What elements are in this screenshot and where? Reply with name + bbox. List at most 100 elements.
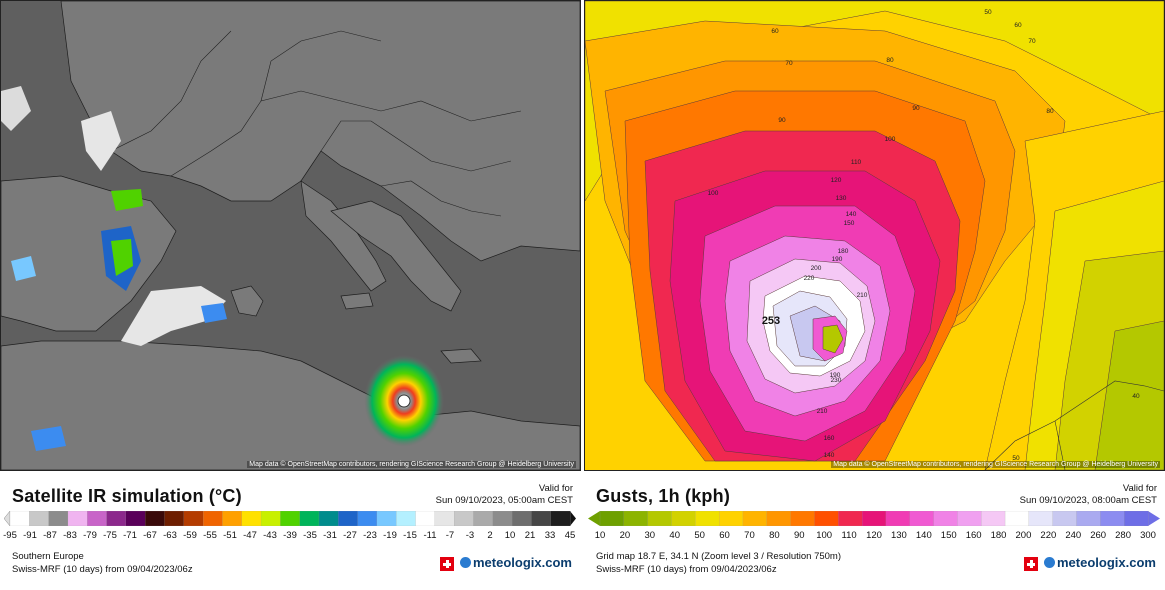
map-attribution: Map data © OpenStreetMap contributors, r… [831, 461, 1160, 468]
scale-swatch [1028, 511, 1054, 526]
scale-tick-label: -75 [103, 530, 117, 541]
isoline-label: 180 [838, 248, 849, 255]
scale-swatch [1004, 511, 1030, 526]
gust-color-scale [588, 511, 1160, 526]
scale-tick-label: -15 [403, 530, 417, 541]
scale-tick-label: 20 [619, 530, 631, 541]
scale-tick-label: -55 [203, 530, 217, 541]
scale-swatch [183, 511, 204, 526]
scale-tick-label: -47 [243, 530, 257, 541]
isoline-label: 190 [830, 372, 841, 379]
map-attribution: Map data © OpenStreetMap contributors, r… [247, 461, 576, 468]
panel-title: Satellite IR simulation (°C) [12, 486, 242, 506]
scale-swatch [790, 511, 816, 526]
scale-swatch [164, 511, 185, 526]
scale-tick-label: 240 [1065, 530, 1082, 541]
isoline-label: 130 [836, 195, 847, 202]
scale-arrow-right [1148, 511, 1160, 526]
scale-swatch [280, 511, 301, 526]
scale-swatch [376, 511, 397, 526]
model-run-label: Swiss-MRF (10 days) from 09/04/2023/06z [12, 564, 193, 575]
scale-tick-label: 280 [1115, 530, 1132, 541]
isoline-label: 160 [824, 435, 835, 442]
scale-tick-label: 150 [940, 530, 957, 541]
valid-label: Valid for [1122, 483, 1157, 494]
scale-swatch [396, 511, 417, 526]
brand-logo[interactable]: meteologix.com [1044, 555, 1156, 570]
scale-swatch [29, 511, 50, 526]
max-gust-label: 253 [762, 315, 780, 327]
scale-swatch [742, 511, 768, 526]
scale-tick-label: 45 [564, 530, 576, 541]
isoline-label: 70 [1028, 38, 1036, 45]
scale-tick-label: 300 [1140, 530, 1156, 541]
scale-swatch [766, 511, 792, 526]
country-borders [110, 30, 522, 217]
globe-icon [1044, 557, 1055, 568]
isoline-label: 210 [857, 292, 868, 299]
coastline [984, 380, 1164, 470]
satellite-ir-map[interactable]: Map data © OpenStreetMap contributors, r… [0, 0, 581, 471]
scale-tick-label: 70 [744, 530, 755, 541]
scale-tick-label: -51 [223, 530, 237, 541]
scale-swatch [318, 511, 339, 526]
isoline-label: 100 [708, 190, 719, 197]
brand-logo[interactable]: meteologix.com [460, 555, 572, 570]
scale-swatch [981, 511, 1006, 526]
scale-swatch [338, 511, 359, 526]
scale-swatch [473, 511, 494, 526]
scale-tick-label: 200 [1015, 530, 1032, 541]
scale-tick-label: -11 [423, 530, 437, 541]
scale-tick-label: 2 [487, 530, 493, 541]
isoline-label: 80 [1046, 108, 1054, 115]
scale-swatch [599, 511, 625, 526]
satellite-ir-panel: Map data © OpenStreetMap contributors, r… [0, 0, 581, 590]
swiss-flag-icon [440, 557, 454, 571]
isoline-label: 50 [1012, 455, 1020, 462]
scale-swatch [67, 511, 88, 526]
scale-swatch [299, 511, 320, 526]
scale-swatch [106, 511, 127, 526]
scale-swatch [48, 511, 69, 526]
isoline-label: 140 [824, 452, 835, 459]
isoline-label: 100 [885, 136, 896, 143]
scale-tick-label: 33 [544, 530, 556, 541]
scale-swatch [933, 511, 958, 526]
scale-swatch [1100, 511, 1125, 526]
scale-swatch [695, 511, 720, 526]
scale-tick-label: 60 [719, 530, 730, 541]
grid-info-label: Grid map 18.7 E, 34.1 N (Zoom level 3 / … [596, 551, 842, 562]
scale-swatch [1052, 511, 1078, 526]
scale-swatch [671, 511, 696, 526]
scale-tick-label: 10 [504, 530, 516, 541]
land-masses [1, 1, 580, 470]
scale-swatch [454, 511, 475, 526]
gusts-panel: 50 60 60 70 70 80 80 90 90 100 100 110 120 130 140 150 1… [584, 0, 1165, 590]
gusts-map[interactable]: 50 60 60 70 70 80 80 90 90 100 100 110 120 130 140 150 1… [584, 0, 1165, 471]
temperature-color-scale [4, 511, 576, 526]
scale-swatch [909, 511, 935, 526]
scale-swatch [145, 511, 166, 526]
valid-date: Sun 09/10/2023, 08:00am CEST [1019, 495, 1157, 506]
scale-tick-label: -83 [63, 530, 77, 541]
gust-contour-bands [585, 1, 1164, 470]
scale-tick-label: 160 [965, 530, 982, 541]
cyclone-system [364, 355, 444, 447]
scale-tick-label: 10 [594, 530, 606, 541]
scale-arrow-left [588, 511, 600, 526]
scale-tick-label: -7 [445, 530, 455, 541]
scale-swatch [241, 511, 262, 526]
scale-tick-label: -27 [343, 530, 357, 541]
scale-swatch [125, 511, 146, 526]
isoline-label: 210 [817, 408, 828, 415]
swiss-flag-icon [1024, 557, 1038, 571]
scale-swatch [719, 511, 744, 526]
isoline-label: 190 [832, 256, 843, 263]
brand-text: meteologix.com [473, 555, 572, 570]
scale-tick-label: -87 [43, 530, 57, 541]
scale-tick-label: 21 [524, 530, 536, 541]
isoline-label: 140 [846, 211, 857, 218]
scale-swatch [492, 511, 513, 526]
isoline-label: 50 [984, 9, 992, 16]
scale-tick-label: 130 [890, 530, 907, 541]
